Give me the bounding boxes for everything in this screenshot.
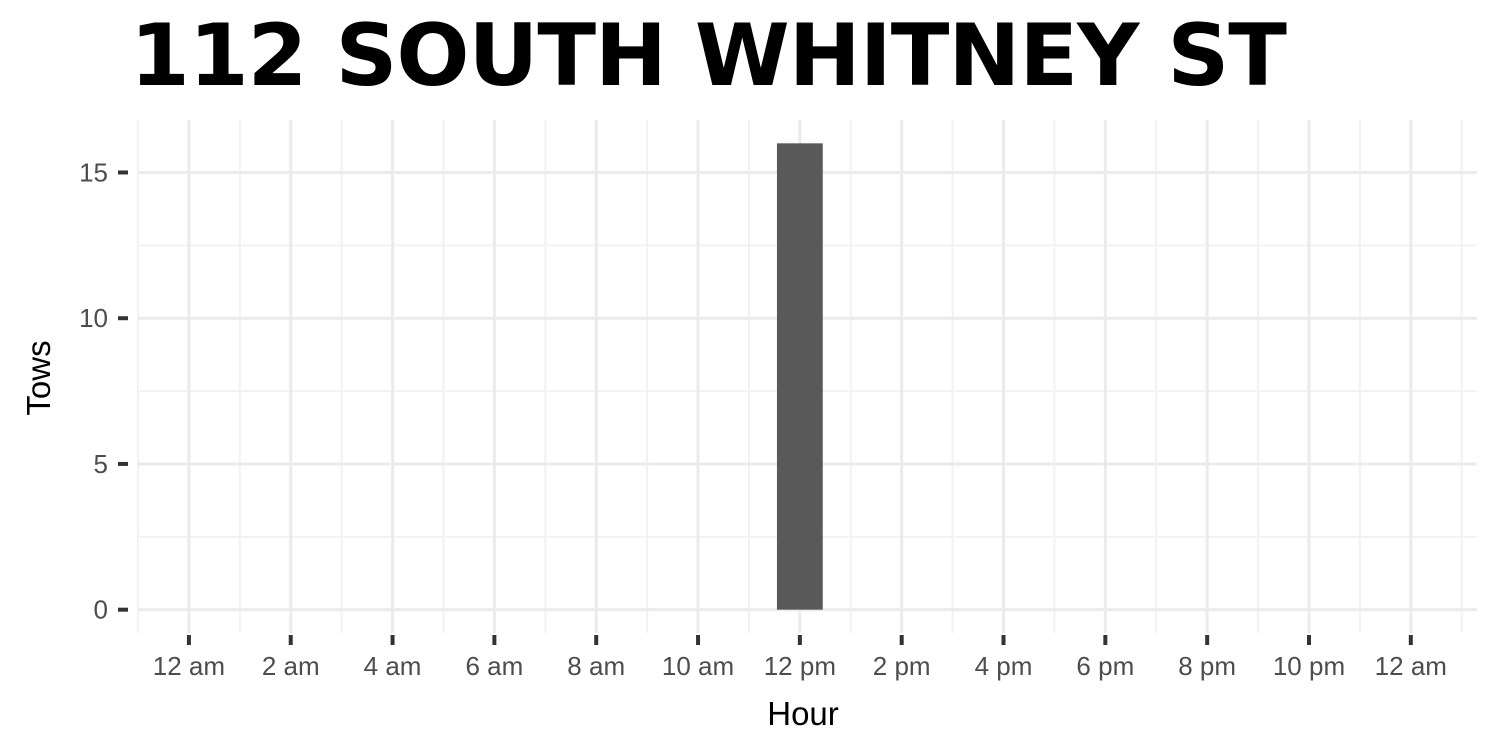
- x-tick-label: 6 am: [465, 651, 523, 681]
- x-tick-label: 4 pm: [975, 651, 1033, 681]
- y-tick-label: 0: [94, 595, 108, 625]
- y-axis-title: Tows: [20, 340, 57, 415]
- y-tick-label: 15: [79, 157, 108, 187]
- x-tick-label: 12 am: [1375, 651, 1447, 681]
- x-tick-label: 10 pm: [1273, 651, 1345, 681]
- x-tick-label: 8 am: [567, 651, 625, 681]
- x-tick-label: 12 am: [153, 651, 225, 681]
- x-axis-title: Hour: [767, 695, 839, 732]
- tick-labels: 12 am 2 am 4 am 6 am 8 am 10 am 12 pm 2 pm 4 pm 6…: [79, 157, 1447, 681]
- bar: [776, 143, 823, 610]
- y-tick-label: 10: [79, 303, 108, 333]
- x-tick-label: 12 pm: [764, 651, 836, 681]
- x-tick-label: 2 pm: [873, 651, 931, 681]
- x-tick-label: 10 am: [662, 651, 734, 681]
- x-tick-label: 2 am: [262, 651, 320, 681]
- x-tick-label: 8 pm: [1178, 651, 1236, 681]
- x-tick-label: 6 pm: [1076, 651, 1134, 681]
- bars: [776, 143, 823, 610]
- x-tick-label: 4 am: [364, 651, 422, 681]
- chart-title: 112 SOUTH WHITNEY ST: [130, 6, 1287, 106]
- y-tick-label: 5: [94, 449, 108, 479]
- axis-ticks: [118, 170, 1413, 645]
